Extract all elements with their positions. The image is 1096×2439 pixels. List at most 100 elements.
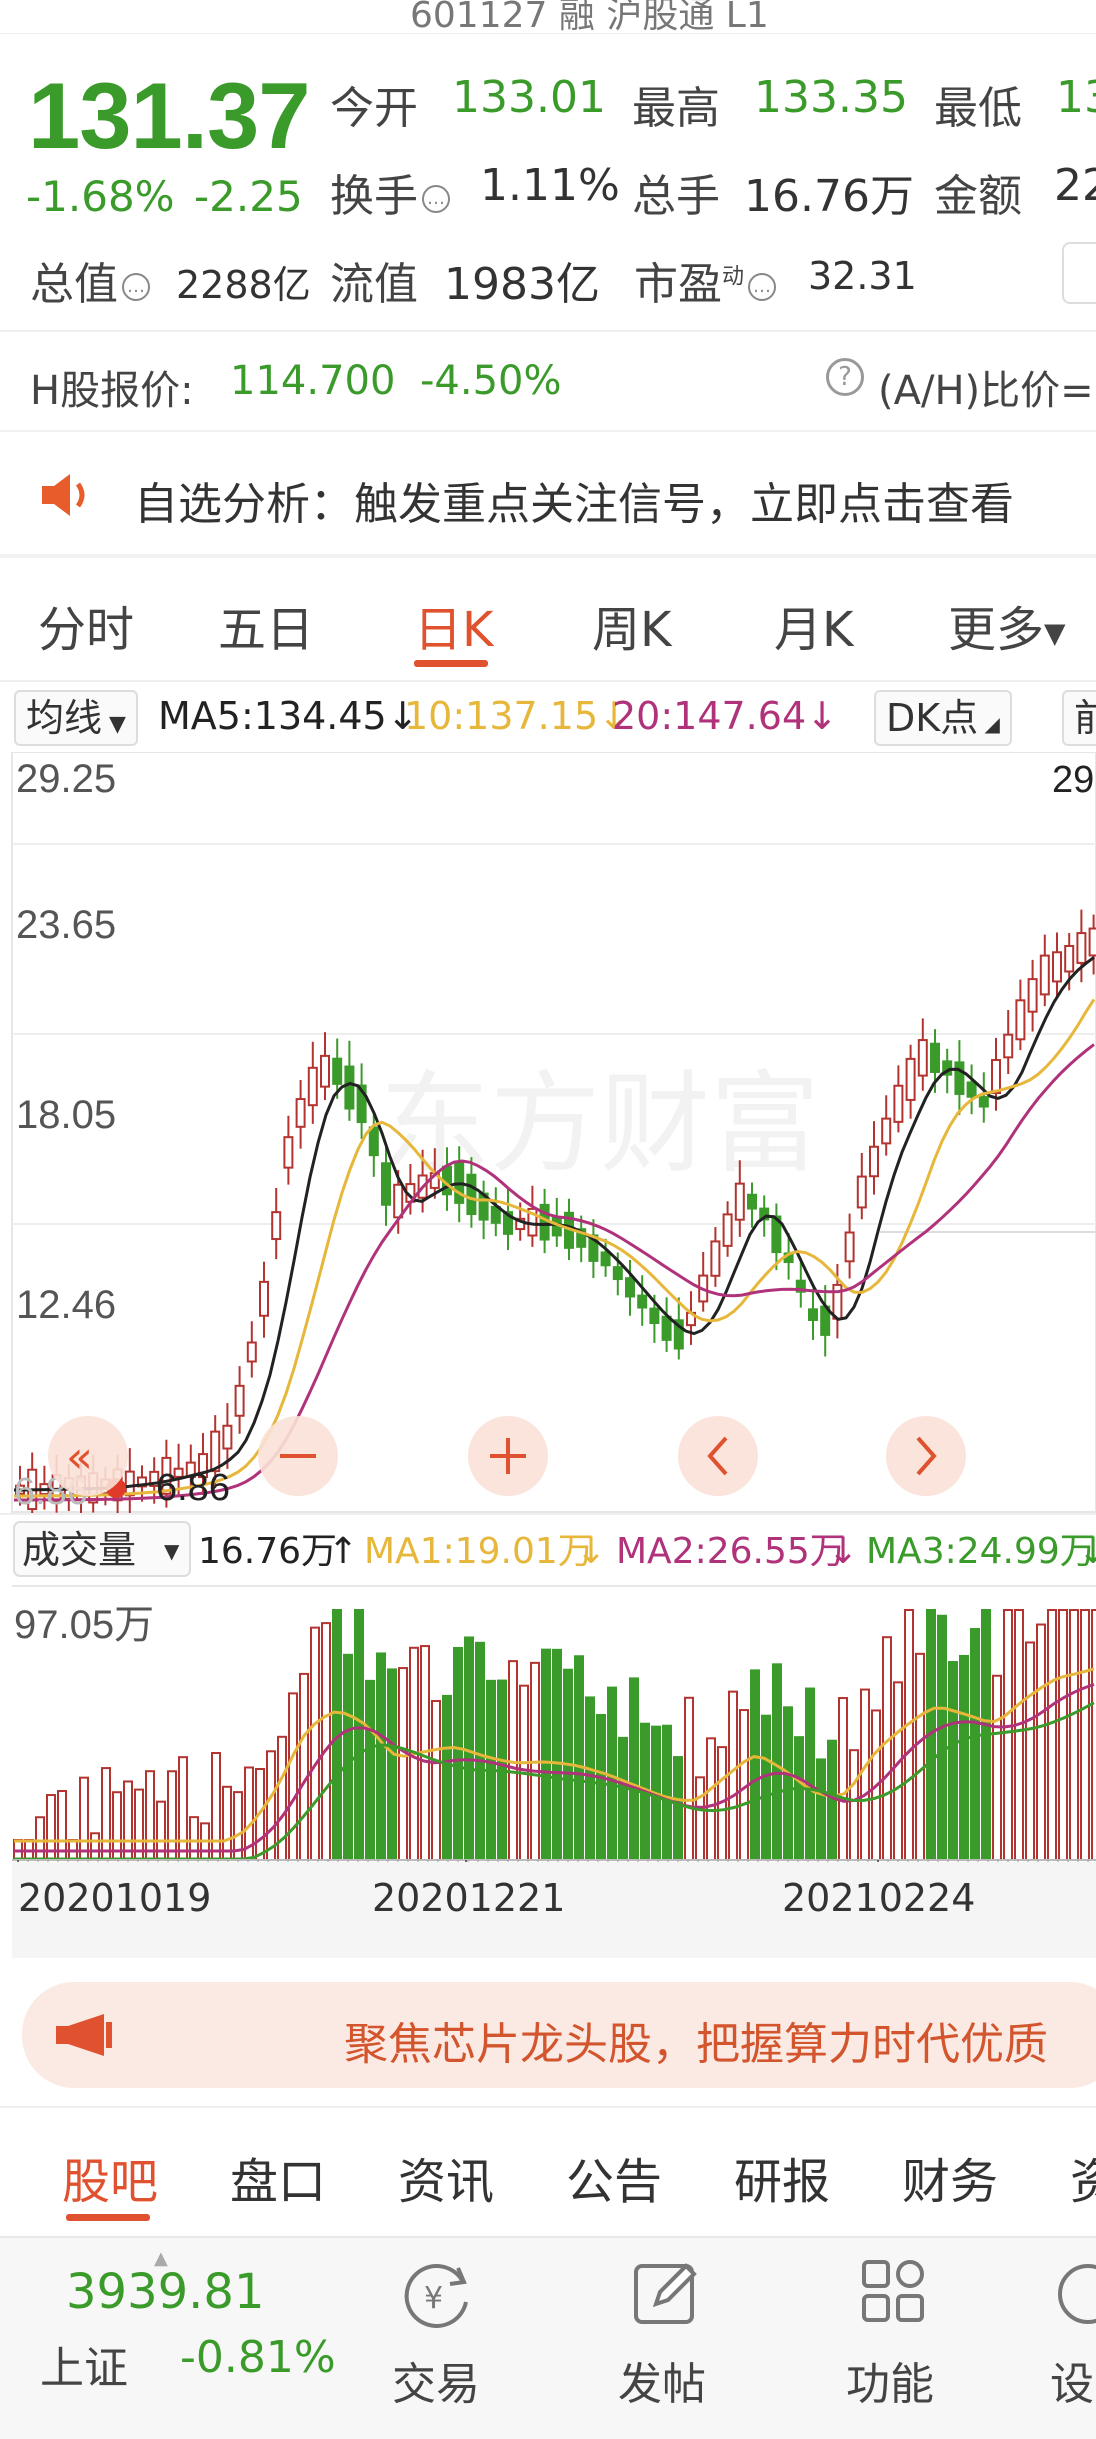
volume-bar: [860, 1688, 870, 1862]
tab-funds[interactable]: 资: [1070, 2154, 1096, 2210]
volume-bar: [365, 1679, 375, 1861]
candle-body: [368, 1126, 379, 1157]
prev-button[interactable]: 前: [1062, 690, 1096, 746]
candle-body: [734, 1182, 745, 1221]
mktcap-label-text: 总值: [30, 259, 118, 310]
candle-body: [856, 1175, 867, 1209]
candle-body: [466, 1173, 477, 1216]
info-icon[interactable]: …: [748, 273, 777, 301]
tab-weekly-k[interactable]: 周K: [592, 602, 672, 658]
volume-bar: [211, 1751, 221, 1862]
zoom-in-button[interactable]: [468, 1416, 548, 1496]
volume-bar: [827, 1739, 837, 1861]
notice-banner[interactable]: 自选分析：触发重点关注信号，立即点击查看: [0, 432, 1096, 554]
candle-body: [649, 1307, 660, 1324]
pe-sup: 动: [722, 264, 745, 290]
period-tabs: 分时 五日 日K 周K 月K 更多▼: [0, 556, 1096, 676]
candle-body: [1076, 932, 1087, 964]
settings-button[interactable]: 设: [1040, 2238, 1096, 2439]
info-icon[interactable]: …: [122, 273, 150, 301]
step-right-button[interactable]: [886, 1416, 966, 1496]
post-button[interactable]: 发帖: [596, 2238, 736, 2439]
tab-daily-k[interactable]: 日K: [414, 602, 494, 658]
candle-body: [795, 1279, 806, 1293]
volume-bar: [354, 1609, 364, 1861]
settings-icon: [1058, 2264, 1096, 2324]
functions-button[interactable]: 功能: [822, 2238, 962, 2439]
candle-body: [759, 1207, 770, 1221]
active-tab-indicator: [414, 660, 488, 667]
volume-bar: [805, 1687, 815, 1862]
help-icon[interactable]: ?: [826, 358, 864, 396]
tab-monthly-k[interactable]: 月K: [774, 602, 854, 658]
volume-bar: [662, 1724, 672, 1862]
top-right-label: 29: [1052, 759, 1094, 801]
volume-bar: [772, 1663, 782, 1861]
ma-indicator-row: 均线 ▼ MA5:134.45↓ 10:137.15↓ 20:147.64↓ D…: [0, 680, 1096, 752]
tab-guba[interactable]: 股吧: [62, 2154, 159, 2210]
volume-bar: [541, 1648, 551, 1861]
dk-point-button[interactable]: DK点 ◢: [874, 690, 1012, 746]
index-widget[interactable]: ▲ 3939.81 上证 -0.81%: [0, 2238, 336, 2439]
candle-body: [149, 1470, 160, 1487]
candle-body: [1088, 927, 1096, 957]
volume-bar: [838, 1697, 848, 1862]
ad-banner[interactable]: 聚焦芯片龙头股，把握算力时代优质: [22, 1982, 1096, 2088]
chart-frame: [11, 752, 1096, 1513]
tab-intraday[interactable]: 分时: [38, 602, 135, 658]
candle-body: [283, 1136, 294, 1169]
ma20-value: 20:147.64↓: [612, 694, 838, 738]
index-change: -0.81%: [180, 2332, 336, 2383]
volume-bars: [13, 1609, 1096, 1862]
y-tick-label: 23.65: [16, 903, 116, 947]
candle-body: [917, 1039, 928, 1077]
ad-text: 聚焦芯片龙头股，把握算力时代优质: [344, 2019, 1048, 2070]
float-value: 1983亿: [444, 259, 600, 310]
volume-selector-label: 成交量: [22, 1528, 136, 1572]
down-arrow-icon: ↓: [828, 1531, 858, 1572]
candle-body: [344, 1065, 355, 1110]
volume-bar: [1003, 1609, 1013, 1861]
candle-body: [930, 1042, 940, 1073]
hshare-row[interactable]: H股报价: 114.700 -4.50% ? (A/H)比价=: [0, 336, 1096, 432]
volume-bar: [387, 1668, 397, 1861]
tab-finance[interactable]: 财务: [902, 2154, 999, 2210]
ma10-value: 10:137.15↓: [404, 694, 630, 738]
stock-title: 601127 融 沪股通 L1: [410, 0, 769, 34]
tab-news[interactable]: 资讯: [398, 2154, 495, 2210]
mktcap-value: 2288亿: [176, 263, 311, 307]
volume-selector[interactable]: 成交量 ▼: [13, 1521, 191, 1577]
ma-lines: [14, 956, 1096, 1502]
info-icon[interactable]: …: [422, 185, 450, 213]
candle-body: [234, 1384, 245, 1417]
volume-bar: [167, 1770, 177, 1861]
candle-body: [722, 1213, 733, 1247]
caret-down-icon: ▼: [164, 1539, 180, 1563]
vol-ma1: MA1:19.01万: [364, 1531, 594, 1572]
ma-selector[interactable]: 均线 ▼: [14, 690, 138, 746]
tab-pankou[interactable]: 盘口: [230, 2154, 327, 2210]
dk-label: DK点: [886, 696, 979, 740]
tab-five-day[interactable]: 五日: [218, 602, 315, 658]
candle-body: [869, 1145, 879, 1178]
tab-more[interactable]: 更多▼: [948, 590, 1066, 660]
tab-research[interactable]: 研报: [734, 2154, 831, 2210]
ma20-line: [14, 1043, 1095, 1502]
candle-body: [307, 1066, 318, 1107]
step-left-button[interactable]: [678, 1416, 758, 1496]
volume-bar: [178, 1756, 188, 1861]
tab-announcements[interactable]: 公告: [566, 2154, 663, 2210]
volume-bar: [1025, 1641, 1035, 1861]
candle-body: [612, 1266, 623, 1281]
trade-button[interactable]: ¥ 交易: [368, 2238, 508, 2439]
side-toggle-button[interactable]: [1062, 242, 1096, 304]
volume-bar: [684, 1696, 694, 1861]
scroll-left-button[interactable]: «: [48, 1416, 128, 1496]
candle-body: [844, 1231, 855, 1263]
volume-bar: [761, 1714, 771, 1861]
zoom-out-button[interactable]: [258, 1416, 338, 1496]
open-value: 133.01: [452, 72, 606, 123]
volume-bar: [299, 1672, 309, 1861]
volume-bar: [288, 1692, 298, 1861]
